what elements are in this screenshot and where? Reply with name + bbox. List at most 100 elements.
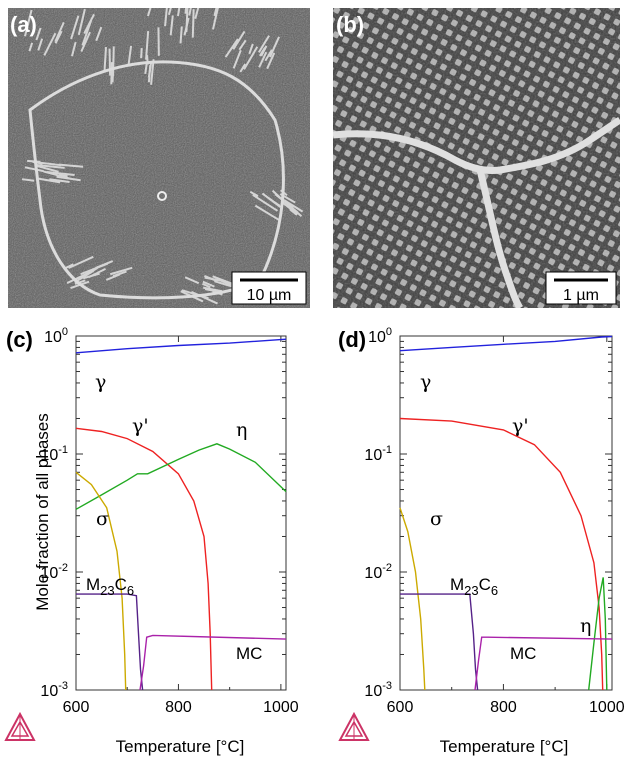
series-line-sigma (75, 471, 127, 691)
micrograph-b (333, 8, 620, 308)
needle (188, 8, 192, 16)
needle (112, 46, 115, 76)
needle (21, 178, 35, 182)
needle (283, 199, 304, 213)
needle (184, 8, 188, 14)
needle (37, 38, 44, 51)
needle (70, 15, 80, 40)
needle (176, 8, 181, 17)
micrograph-a (8, 8, 310, 308)
needle (24, 9, 33, 37)
needle (191, 9, 195, 38)
scale-bar-a: 10 µm (231, 271, 307, 305)
needle (238, 39, 247, 51)
chart-d: (d) Temperature [°C] 600 800 1000 10-3 10-2 1… (338, 326, 625, 756)
grain-boundary (476, 169, 524, 308)
needle (58, 163, 84, 168)
series-line-gamma (75, 338, 287, 354)
needle (109, 266, 133, 276)
phase-label: γ' (512, 415, 529, 437)
needle (194, 8, 200, 19)
needle (181, 289, 209, 300)
needle (264, 49, 273, 62)
y-tick-label: 100 (368, 326, 392, 346)
chart-d-panel-label: (d) (338, 327, 366, 352)
software-logo-c (4, 711, 36, 741)
y-tick-label: 10-2 (364, 562, 392, 582)
needle (145, 30, 150, 60)
needle (49, 178, 70, 184)
needle (252, 194, 279, 212)
x-tick-label: 600 (387, 699, 414, 716)
phase-label: σ (96, 508, 109, 530)
y-tick-label: 10-3 (40, 680, 68, 700)
scale-bar-b-text: 1 µm (563, 287, 599, 304)
needle (77, 267, 98, 281)
needle (80, 31, 91, 52)
needle (213, 8, 218, 17)
needle (105, 273, 121, 281)
phase-label: η (236, 419, 247, 441)
needle (271, 189, 283, 200)
needle (258, 35, 270, 53)
y-tick-label: 10-2 (40, 562, 68, 582)
chart-c-xlabel: Temperature [°C] (116, 737, 245, 756)
needle (169, 15, 174, 36)
needle (289, 208, 298, 216)
needle (254, 204, 281, 222)
series-line-mc (139, 634, 287, 691)
y-tick-label: 10-1 (40, 444, 68, 464)
x-tick-label: 800 (490, 699, 517, 716)
needle (71, 41, 77, 57)
micrograph-b-label: (b) (336, 12, 364, 37)
needle (202, 280, 215, 288)
needle (110, 62, 113, 85)
needle (261, 192, 282, 208)
scale-bar-a-text: 10 µm (247, 287, 292, 304)
needle (239, 63, 247, 73)
needle (243, 46, 259, 70)
needle (38, 177, 61, 184)
needle (185, 8, 189, 33)
needle (108, 48, 112, 76)
needle (269, 36, 280, 58)
needle (249, 190, 259, 198)
needle (224, 38, 239, 58)
series-line-sigma (399, 507, 426, 691)
y-tick-label: 100 (44, 326, 68, 346)
x-tick-label: 1000 (263, 699, 299, 716)
software-logo-d (338, 711, 370, 741)
grain-boundary (333, 117, 620, 174)
needle (259, 47, 266, 57)
needle (147, 65, 152, 83)
series-line-eta (588, 577, 608, 691)
needle (54, 21, 65, 43)
needle (24, 166, 44, 173)
phase-label: MC (236, 644, 262, 663)
phase-label-m23c6: M23C6 (86, 575, 134, 598)
needle (28, 42, 34, 52)
needle (88, 267, 106, 279)
needle (204, 275, 218, 283)
needle (54, 30, 63, 44)
needle (232, 49, 242, 69)
pore (157, 191, 167, 201)
series-line-gamma_prime (75, 427, 213, 691)
needle (43, 32, 57, 56)
needle (164, 8, 168, 27)
needle (140, 48, 143, 59)
phase-label: γ' (132, 415, 149, 437)
needle (232, 30, 246, 50)
needle (37, 165, 59, 173)
y-tick-label: 10-3 (364, 680, 392, 700)
plot-area (399, 335, 613, 691)
y-tick-label: 10-1 (364, 444, 392, 464)
chart-c-ylabel: Mole fraction of all phases (33, 413, 52, 611)
series-line-eta (75, 443, 287, 510)
needle (36, 163, 65, 169)
series-line-m23c6 (76, 593, 144, 691)
needle (258, 51, 268, 68)
needle (146, 8, 152, 17)
phase-label: η (580, 615, 591, 637)
plot-area (75, 335, 287, 691)
